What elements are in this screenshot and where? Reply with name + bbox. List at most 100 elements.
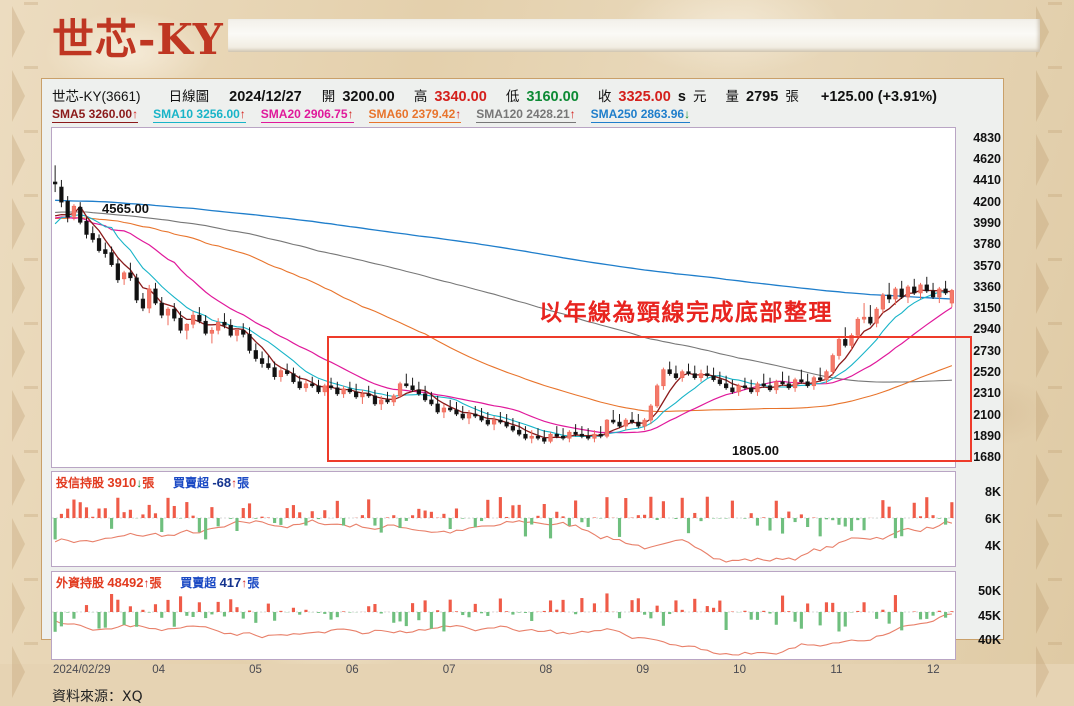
candle-body — [216, 322, 220, 330]
low-value: 3160.00 — [526, 89, 578, 105]
candle-body — [329, 386, 333, 388]
net-trade-bar — [756, 518, 759, 526]
sma-legend-label: SMA60 2379.42 — [369, 107, 456, 121]
net-trade-bar — [455, 611, 458, 612]
net-trade-bar — [198, 602, 201, 612]
net-trade-bar — [543, 611, 546, 612]
net-trade-bar — [380, 518, 383, 533]
net-trade-bar — [674, 600, 677, 612]
candle-body — [931, 291, 935, 297]
net-trade-bar — [279, 611, 282, 612]
ornament-chevron — [1032, 192, 1066, 256]
net-trade-bar — [693, 599, 696, 612]
net-trade-bar — [693, 513, 696, 518]
candle-body — [831, 356, 835, 372]
net-trade-bar — [511, 612, 514, 615]
net-trade-bar — [217, 602, 220, 612]
net-trade-bar — [442, 612, 445, 631]
candle-body — [856, 319, 860, 335]
net-trade-bar — [154, 513, 157, 518]
chart-annotation-text: 以年線為頸線完成底部整理 — [539, 293, 833, 327]
net-trade-bar — [812, 517, 815, 518]
candle-body — [837, 339, 841, 355]
net-trade-bar — [173, 506, 176, 518]
net-trade-bar — [210, 507, 213, 518]
net-trade-bar — [781, 596, 784, 612]
sma-legend-sma20[interactable]: SMA20 2906.75↑ — [261, 107, 354, 123]
arrow-up-icon: ↑ — [570, 107, 576, 121]
candle-body — [630, 420, 634, 422]
net-trade-bar — [166, 600, 169, 612]
net-trade-bar — [217, 518, 220, 526]
candle-body — [480, 416, 484, 420]
net-trade-bar — [762, 611, 765, 612]
candle-body — [285, 371, 289, 374]
sma-legend-sma10[interactable]: SMA10 3256.00↑ — [153, 107, 246, 123]
candle-body — [618, 422, 622, 426]
net-trade-bar — [587, 518, 590, 527]
net-trade-bar — [298, 512, 301, 518]
net-trade-bar — [756, 612, 759, 620]
page-title: 世芯-KY — [52, 6, 224, 67]
ornament-chevron — [1032, 448, 1066, 512]
sma-legend-sma5[interactable]: SMA5 3260.00↑ — [52, 107, 138, 123]
ornament-chevron — [1032, 576, 1066, 640]
candle-body — [60, 187, 64, 202]
candle-body — [110, 253, 114, 265]
price-axis-tick: 4620 — [973, 152, 1001, 166]
candle-body — [361, 394, 365, 397]
x-axis-tick: 2024/02/29 — [53, 664, 111, 676]
net-trade-bar — [938, 611, 941, 612]
candle-body — [198, 315, 202, 321]
candle-body — [787, 384, 791, 388]
net-trade-bar — [555, 610, 558, 612]
sma-legend-sma60[interactable]: SMA60 2379.42↑ — [369, 107, 462, 123]
price-unit: 元 — [693, 89, 707, 104]
candle-body — [843, 339, 847, 345]
net-trade-bar — [643, 612, 646, 615]
candle-body — [674, 374, 678, 378]
net-trade-bar — [649, 497, 652, 518]
ornament-chevron — [8, 64, 42, 128]
net-trade-bar — [731, 501, 734, 518]
candle-body — [473, 414, 477, 416]
net-trade-bar — [819, 518, 822, 536]
net-trade-bar — [649, 612, 652, 618]
net-trade-bar — [110, 594, 113, 612]
candle-body — [524, 434, 528, 438]
net-trade-bar — [367, 606, 370, 612]
source-label: 資料來源：XQ — [52, 686, 143, 706]
trust-net-label: 買賣超 — [173, 476, 209, 490]
net-trade-bar — [417, 612, 420, 620]
candle-body — [260, 359, 264, 364]
net-trade-bar — [630, 600, 633, 612]
candle-body — [279, 371, 283, 377]
sma-legend-sma250[interactable]: SMA250 2863.96↓ — [591, 107, 690, 123]
trust-panel-header: 投信持股 3910↓張 買賣超 -68↑張 — [56, 474, 249, 491]
net-trade-bar — [235, 518, 238, 531]
candle-body — [241, 330, 245, 334]
net-trade-bar — [323, 612, 326, 614]
net-trade-bar — [85, 605, 88, 612]
sub-axis-tick: 40K — [978, 633, 1001, 647]
ornament-chevron — [8, 576, 42, 640]
net-trade-bar — [398, 518, 401, 528]
net-trade-bar — [875, 612, 878, 619]
foreign-holdings-panel[interactable]: 外資持股 48492↑張 買賣超 417↑張 — [51, 571, 956, 660]
net-trade-bar — [750, 612, 753, 620]
net-trade-bar — [97, 612, 100, 629]
sma-legend-sma120[interactable]: SMA120 2428.21↑ — [476, 107, 575, 123]
candle-body — [398, 384, 402, 396]
net-trade-bar — [825, 602, 828, 612]
net-trade-bar — [881, 610, 884, 612]
net-trade-bar — [486, 612, 489, 616]
trust-holdings-panel[interactable]: 投信持股 3910↓張 買賣超 -68↑張 — [51, 471, 956, 567]
net-trade-bar — [185, 612, 188, 616]
candle-body — [662, 370, 666, 386]
candle-body — [467, 414, 471, 418]
net-trade-bar — [254, 518, 257, 519]
candle-body — [129, 273, 133, 278]
candle-body — [85, 221, 89, 234]
